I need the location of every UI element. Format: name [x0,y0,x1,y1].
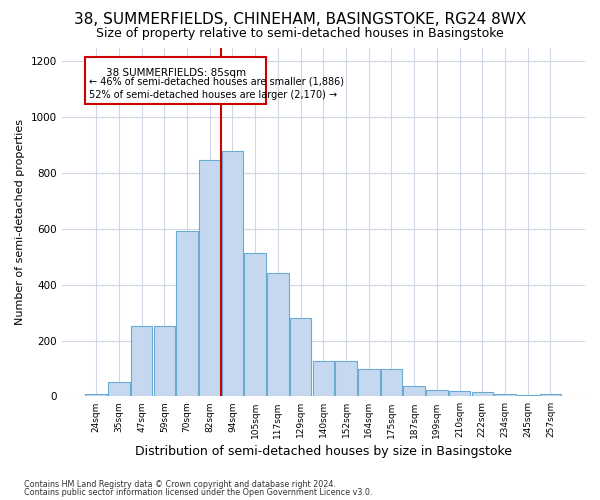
Bar [539,394,561,396]
Text: ← 46% of semi-detached houses are smaller (1,886): ← 46% of semi-detached houses are smalle… [89,77,344,87]
Text: Contains HM Land Registry data © Crown copyright and database right 2024.: Contains HM Land Registry data © Crown c… [24,480,336,489]
Text: 38, SUMMERFIELDS, CHINEHAM, BASINGSTOKE, RG24 8WX: 38, SUMMERFIELDS, CHINEHAM, BASINGSTOKE,… [74,12,526,28]
Bar [290,318,311,396]
Bar [267,272,289,396]
Text: 52% of semi-detached houses are larger (2,170) →: 52% of semi-detached houses are larger (… [89,90,337,101]
Text: Contains public sector information licensed under the Open Government Licence v3: Contains public sector information licen… [24,488,373,497]
Bar [403,386,425,396]
Bar [244,253,266,396]
Text: Size of property relative to semi-detached houses in Basingstoke: Size of property relative to semi-detach… [96,28,504,40]
Bar [176,231,198,396]
Bar [449,392,470,396]
Bar [108,382,130,396]
Text: 38 SUMMERFIELDS: 85sqm: 38 SUMMERFIELDS: 85sqm [106,68,246,78]
Bar [199,160,221,396]
Bar [358,370,380,396]
X-axis label: Distribution of semi-detached houses by size in Basingstoke: Distribution of semi-detached houses by … [135,444,512,458]
Bar [335,362,357,396]
Bar [85,394,107,396]
Bar [154,326,175,396]
Bar [426,390,448,396]
Bar [472,392,493,396]
Bar [222,152,243,396]
Bar [85,58,266,104]
Bar [131,326,152,396]
Bar [494,394,516,396]
Y-axis label: Number of semi-detached properties: Number of semi-detached properties [15,119,25,325]
Bar [313,362,334,396]
Bar [380,370,402,396]
